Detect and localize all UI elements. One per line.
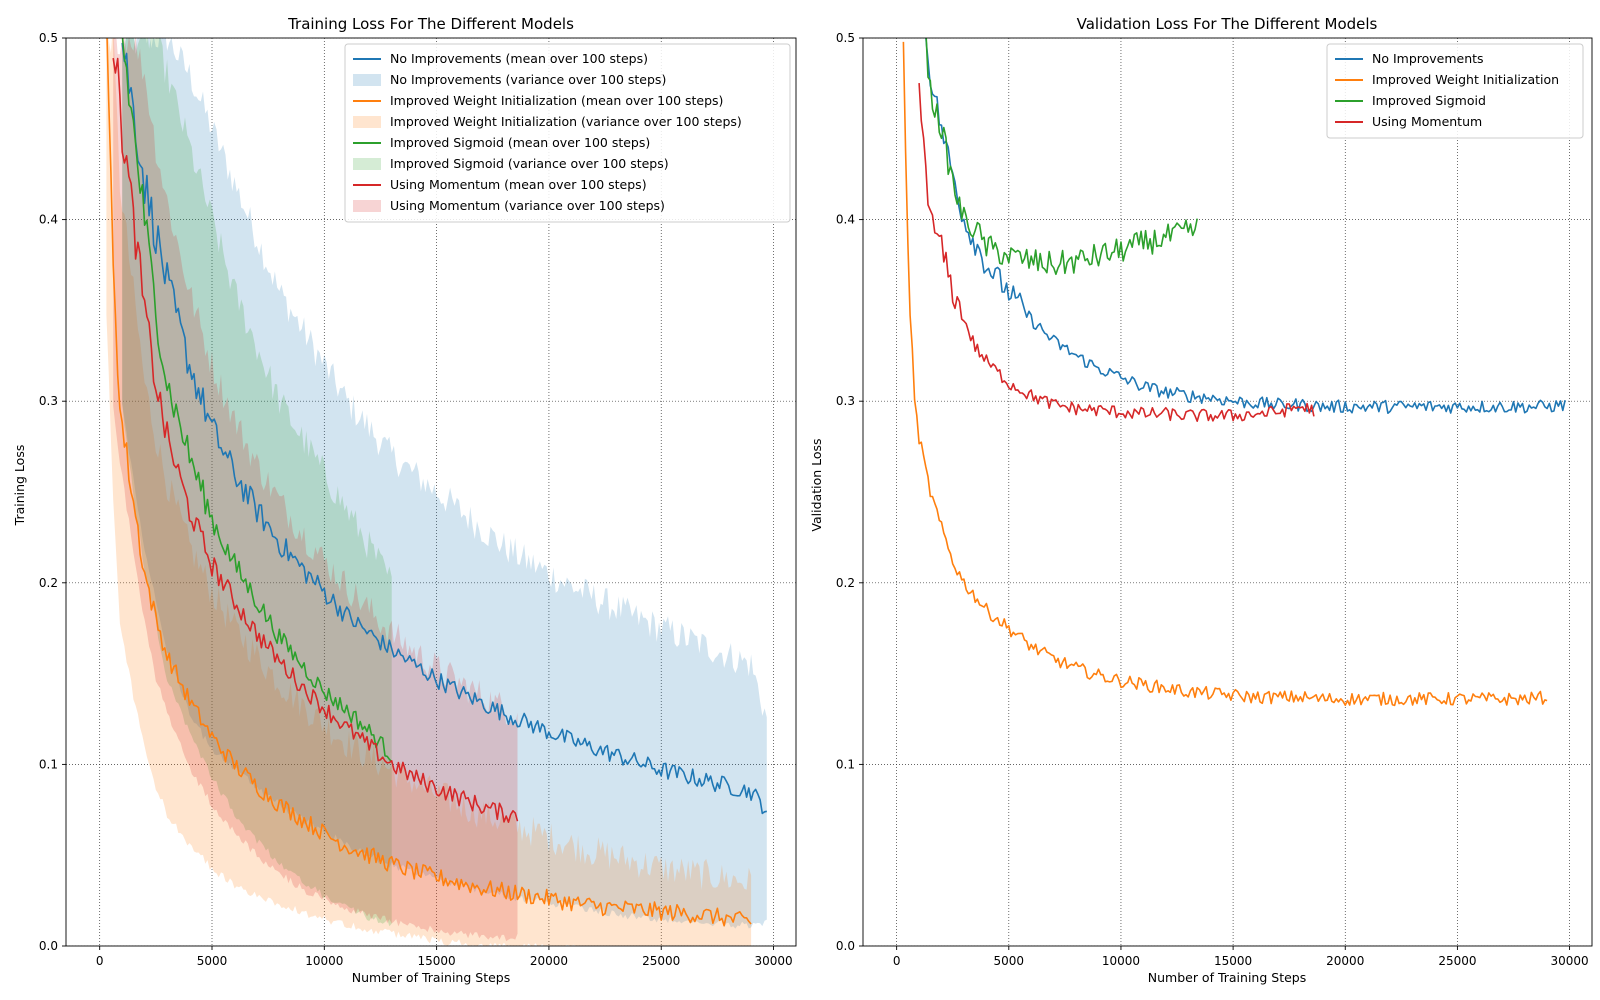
- x-tick-label: 15000: [1214, 954, 1252, 968]
- series-line: [918, 83, 1315, 422]
- x-tick-label: 30000: [1550, 954, 1588, 968]
- y-tick-label: 0.4: [836, 213, 855, 227]
- series-line: [112, 57, 519, 823]
- y-tick-label: 0.1: [836, 757, 855, 771]
- legend-box: [344, 43, 791, 223]
- legend-box: [1326, 43, 1584, 139]
- chart-title: Validation Loss For The Different Models: [1077, 15, 1378, 33]
- x-tick-label: 0: [893, 954, 901, 968]
- x-tick-label: 10000: [305, 954, 343, 968]
- plot-area: [66, 38, 796, 946]
- y-tick-label: 0.2: [39, 576, 58, 590]
- x-tick-label: 15000: [418, 954, 456, 968]
- y-tick-label: 0.0: [836, 939, 855, 953]
- legend-swatch: [353, 74, 381, 86]
- x-tick-label: 5000: [197, 954, 228, 968]
- validation-loss-chart: Validation Loss For The Different Models…: [809, 15, 1593, 985]
- x-tick-label: 0: [96, 954, 104, 968]
- legend-label: Improved Sigmoid: [1372, 93, 1486, 108]
- legend-swatch: [353, 116, 381, 128]
- series-line: [925, 38, 1198, 276]
- x-tick-label: 30000: [754, 954, 792, 968]
- series-line: [106, 38, 752, 927]
- x-tick-label: 20000: [1326, 954, 1364, 968]
- y-axis-label: Validation Loss: [809, 438, 824, 531]
- variance-band: [106, 38, 752, 946]
- axes-frame: [65, 37, 797, 947]
- x-tick-label: 20000: [530, 954, 568, 968]
- legend-label: Improved Weight Initialization (variance…: [390, 114, 742, 129]
- y-tick-label: 0.0: [39, 939, 58, 953]
- variance-band: [113, 38, 518, 942]
- y-tick-label: 0.3: [39, 394, 58, 408]
- x-tick-label: 25000: [1438, 954, 1476, 968]
- y-axis-label: Training Loss: [12, 445, 27, 527]
- x-tick-label: 25000: [642, 954, 680, 968]
- series-line: [902, 41, 1548, 707]
- y-tick-label: 0.5: [836, 31, 855, 45]
- legend-label: Using Momentum (variance over 100 steps): [390, 198, 665, 213]
- legend-label: Improved Sigmoid (mean over 100 steps): [390, 135, 650, 150]
- y-tick-label: 0.5: [39, 31, 58, 45]
- series-line: [121, 38, 393, 763]
- y-tick-label: 0.1: [39, 757, 58, 771]
- series-line: [925, 38, 1566, 414]
- chart-title: Training Loss For The Different Models: [287, 15, 574, 33]
- x-tick-label: 5000: [994, 954, 1025, 968]
- x-axis-label: Number of Training Steps: [1148, 970, 1306, 985]
- legend-label: Using Momentum (mean over 100 steps): [390, 177, 647, 192]
- legend-label: Improved Weight Initialization (mean ove…: [390, 93, 723, 108]
- legend-label: Using Momentum: [1372, 114, 1482, 129]
- legend-swatch: [353, 158, 381, 170]
- legend-label: Improved Weight Initialization: [1372, 72, 1559, 87]
- x-tick-label: 10000: [1102, 954, 1140, 968]
- training-loss-chart: Training Loss For The Different Models N…: [12, 15, 797, 985]
- variance-band: [122, 38, 767, 929]
- legend-label: No Improvements (mean over 100 steps): [390, 51, 648, 66]
- legend-label: Improved Sigmoid (variance over 100 step…: [390, 156, 669, 171]
- legend-label: No Improvements: [1372, 51, 1484, 66]
- plot-area: [863, 38, 1592, 946]
- legend-swatch: [353, 200, 381, 212]
- y-tick-label: 0.4: [39, 213, 58, 227]
- series-line: [121, 42, 767, 815]
- legend: No Improvements (mean over 100 steps) No …: [344, 43, 791, 223]
- x-axis-label: Number of Training Steps: [352, 970, 510, 985]
- axes-frame: [862, 37, 1593, 947]
- legend: No Improvements Improved Weight Initializ…: [1326, 43, 1584, 139]
- y-tick-label: 0.2: [836, 576, 855, 590]
- legend-label: No Improvements (variance over 100 steps…: [390, 72, 666, 87]
- y-tick-label: 0.3: [836, 394, 855, 408]
